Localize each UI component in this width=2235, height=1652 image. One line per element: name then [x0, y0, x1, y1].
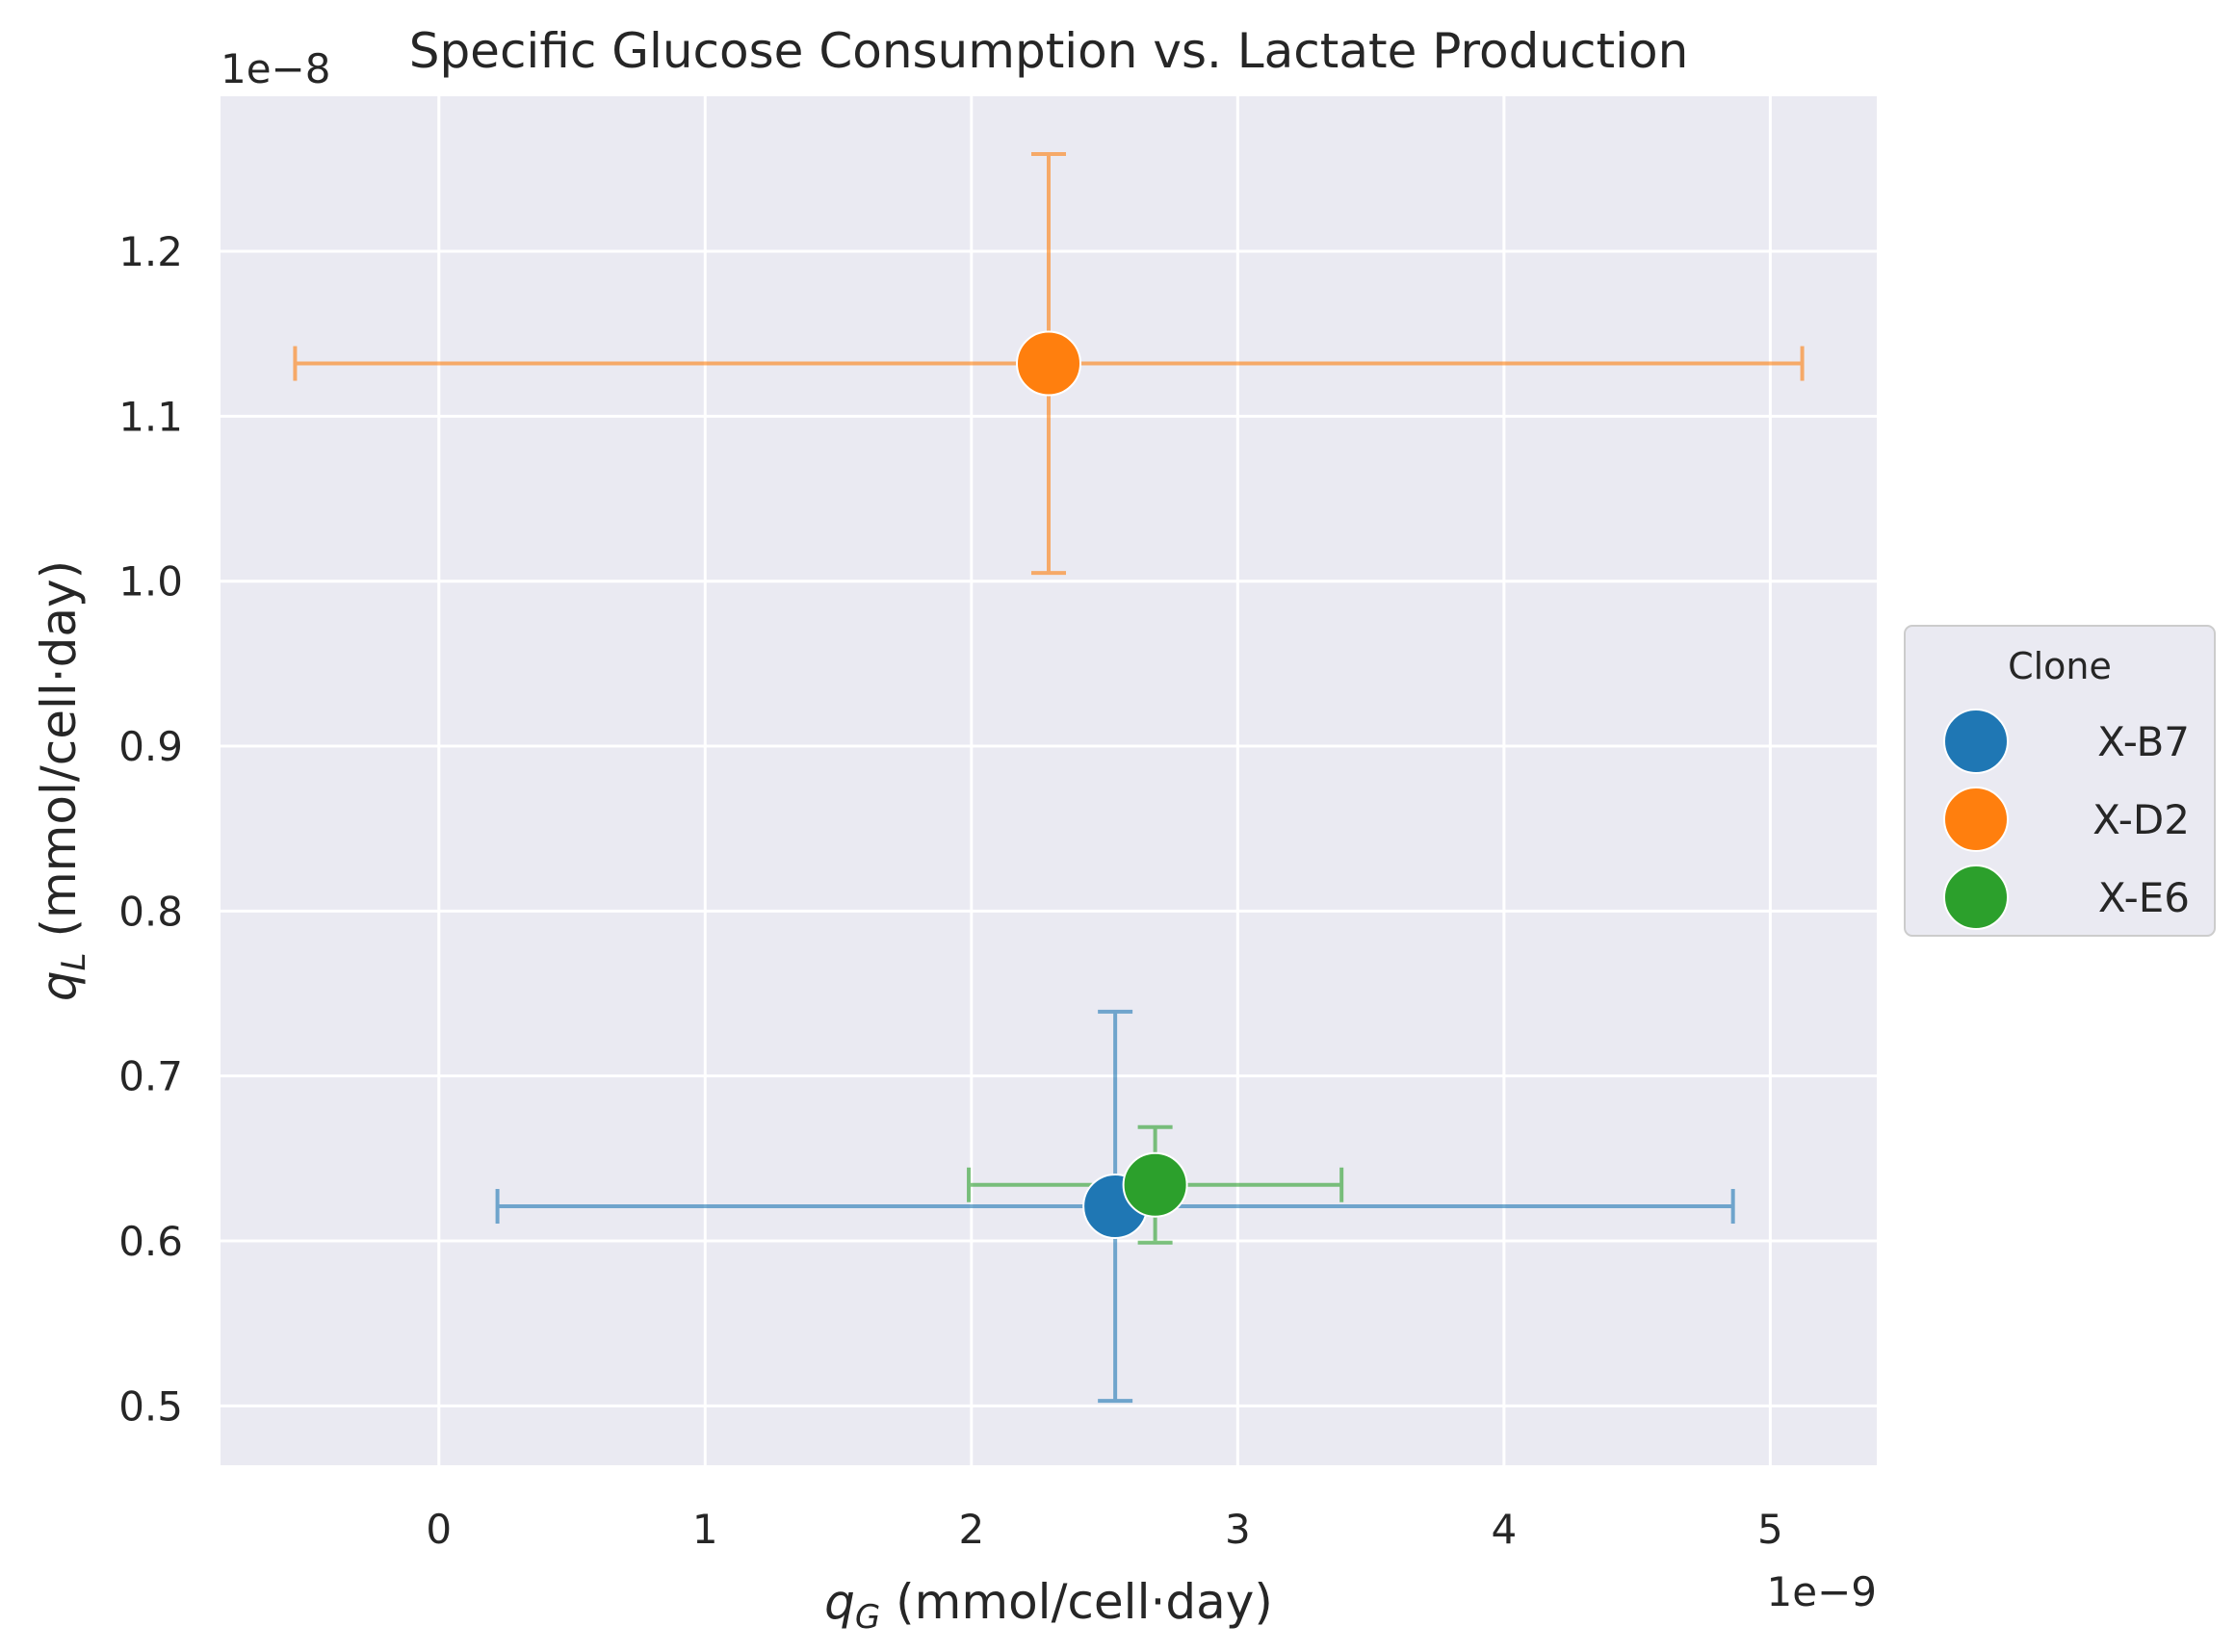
legend-box — [1904, 625, 2216, 937]
y-axis-label: qL (mmol/cell·day) — [31, 560, 93, 1001]
y-tick-label: 1.0 — [118, 558, 183, 606]
y-tick-label: 0.7 — [118, 1053, 183, 1100]
data-point-x-e6 — [1122, 1151, 1188, 1218]
legend-items: X-B7 X-D2 X-E6 — [1943, 709, 2190, 930]
legend-title: Clone — [2008, 645, 2112, 687]
legend-marker-x-d2 — [1943, 787, 2009, 852]
y-tick-label: 0.9 — [118, 723, 183, 770]
x-offset-label: 1e−9 — [1767, 1568, 1877, 1615]
y-tick-labels: 0.5 0.6 0.7 0.8 0.9 1.0 1.1 1.2 — [118, 228, 183, 1430]
y-axis-label-sub: L — [55, 952, 93, 970]
legend-marker-x-e6 — [1943, 865, 2009, 930]
data-point-x-d2 — [1016, 330, 1081, 397]
y-axis-label-var: q — [31, 970, 87, 1001]
y-offset-label: 1e−8 — [221, 45, 330, 92]
legend-label-x-d2: X-D2 — [2092, 796, 2190, 843]
legend-marker-x-b7 — [1943, 709, 2009, 774]
x-tick-label: 3 — [1225, 1506, 1251, 1553]
x-tick-labels: 0 1 2 3 4 5 — [426, 1506, 1782, 1553]
x-axis-label-sub: G — [855, 1598, 880, 1637]
y-tick-label: 1.1 — [118, 393, 183, 440]
y-tick-label: 0.5 — [118, 1382, 183, 1430]
legend-label-x-b7: X-B7 — [2097, 718, 2190, 765]
data-points — [1016, 330, 1188, 1240]
x-axis-label-unit: (mmol/cell·day) — [880, 1574, 1273, 1630]
x-tick-label: 5 — [1757, 1506, 1783, 1553]
x-axis-label-var: q — [824, 1574, 855, 1630]
legend: Clone X-B7 X-D2 X-E6 — [1904, 625, 2216, 937]
y-tick-label: 0.8 — [118, 888, 183, 935]
y-axis-label-unit: (mmol/cell·day) — [31, 560, 87, 953]
x-tick-label: 2 — [958, 1506, 984, 1553]
x-tick-label: 0 — [426, 1506, 452, 1553]
legend-label-x-e6: X-E6 — [2098, 874, 2190, 921]
x-axis-label: qG (mmol/cell·day) — [824, 1574, 1273, 1637]
chart-title: Specific Glucose Consumption vs. Lactate… — [409, 23, 1689, 79]
y-tick-label: 0.6 — [118, 1218, 183, 1265]
y-tick-label: 1.2 — [118, 228, 183, 275]
x-tick-label: 4 — [1491, 1506, 1517, 1553]
x-tick-label: 1 — [692, 1506, 718, 1553]
